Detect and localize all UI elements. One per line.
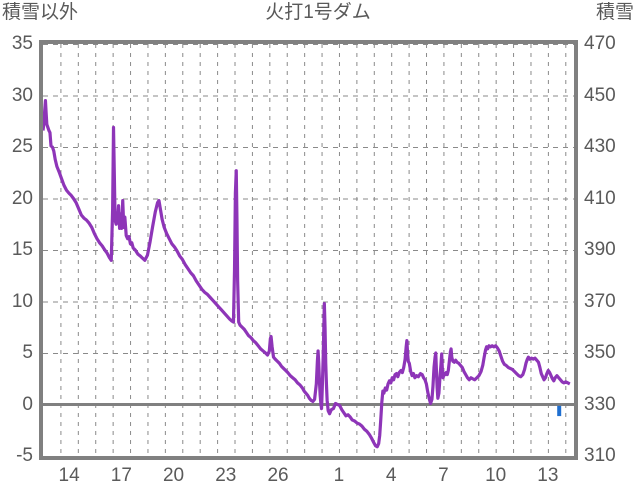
y-tick-left: 0 <box>22 393 33 415</box>
y-tick-right: 370 <box>584 290 616 312</box>
y-tick-left: 20 <box>11 187 33 209</box>
y-tick-left: 30 <box>11 84 33 106</box>
x-tick: 4 <box>385 465 397 486</box>
x-gridlines <box>60 44 567 456</box>
x-tick: 17 <box>110 465 132 486</box>
plot-canvas <box>43 44 574 456</box>
left-axis-title: 積雪以外 <box>2 2 79 23</box>
x-tick: 14 <box>58 465 80 486</box>
y-tick-right: 350 <box>584 342 616 363</box>
data-series <box>43 99 571 449</box>
y-tick-left: 10 <box>11 290 33 312</box>
x-tick: 13 <box>537 465 559 486</box>
y-tick-right: 430 <box>584 136 616 157</box>
y-tick-right: 410 <box>584 187 616 209</box>
y-tick-left: 35 <box>11 33 33 54</box>
y-tick-right: 310 <box>584 445 616 466</box>
y-tick-right: 330 <box>584 393 616 415</box>
x-tick: 26 <box>267 465 289 486</box>
x-tick: 1 <box>333 465 345 486</box>
x-tick: 7 <box>438 465 449 486</box>
chart-svg <box>43 44 574 456</box>
y-tick-left: 25 <box>11 136 33 157</box>
x-tick: 23 <box>215 465 237 486</box>
y-tick-left: -5 <box>16 445 33 466</box>
y-tick-right: 470 <box>584 33 616 54</box>
chart-title: 火打1号ダム <box>265 2 371 23</box>
y-tick-left: 15 <box>11 239 33 260</box>
right-axis-title: 積雪 <box>595 2 634 23</box>
x-tick: 20 <box>162 465 185 486</box>
plot-area <box>39 40 578 460</box>
x-tick: 10 <box>485 465 507 486</box>
y-tick-left: 5 <box>22 342 33 363</box>
y-tick-right: 450 <box>584 84 616 106</box>
y-tick-right: 390 <box>584 239 616 260</box>
